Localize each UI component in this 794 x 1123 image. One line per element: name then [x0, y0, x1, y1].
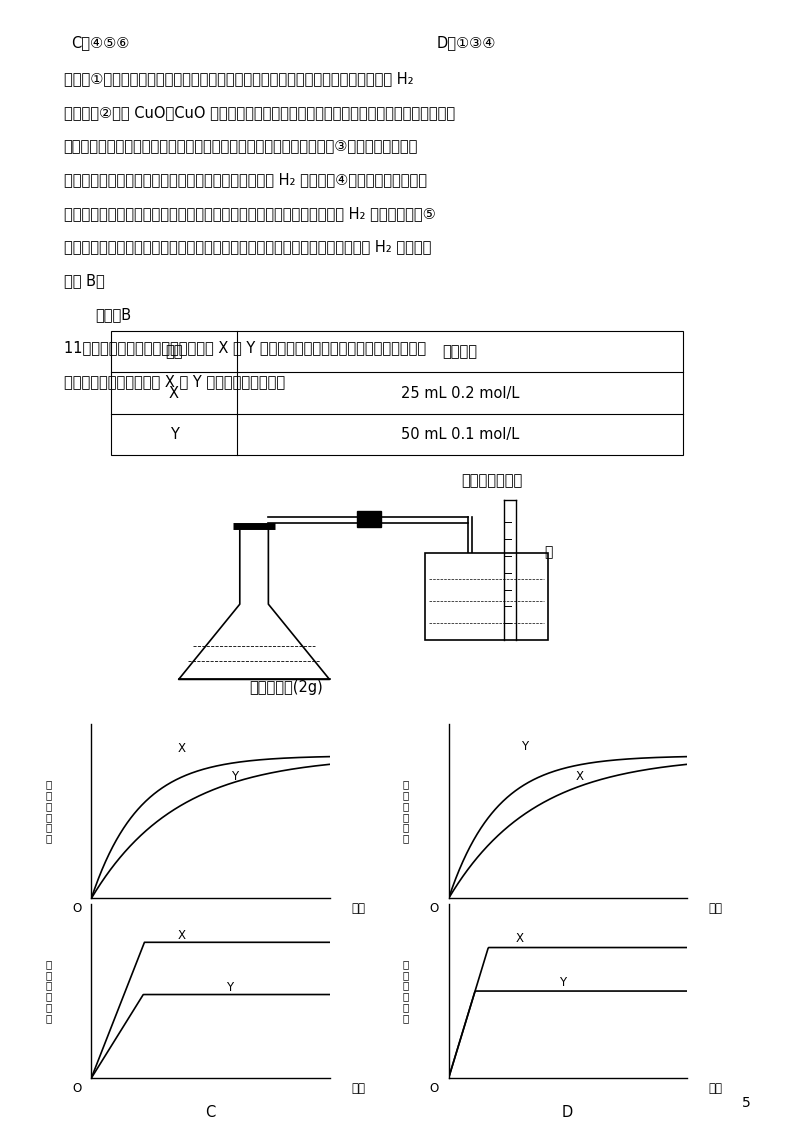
Text: 时间: 时间	[351, 1083, 365, 1095]
Text: Y: Y	[226, 982, 233, 994]
Text: 加入浓盐酸，氢离子浓度增大，反应速率加快，不影响锡粉的量，即不影响产生 H₂ 的总量，: 加入浓盐酸，氢离子浓度增大，反应速率加快，不影响锡粉的量，即不影响产生 H₂ 的…	[64, 239, 431, 255]
Text: C．④⑤⑥: C．④⑤⑥	[71, 35, 130, 51]
Text: D: D	[562, 1105, 573, 1121]
Text: 实验: 实验	[165, 345, 183, 359]
Text: O: O	[430, 903, 439, 915]
Text: O: O	[72, 1083, 82, 1095]
Text: 11．用下图所示的实验装置进行实验 X 及 Y 时，每隔半分钟分别测定放出气体的体积。: 11．用下图所示的实验装置进行实验 X 及 Y 时，每隔半分钟分别测定放出气体的…	[64, 340, 426, 356]
Text: 池，反应速率加快，锡反应完全后，铁也可以与盐酸反应生成氢气，产生 H₂ 的总量增加；⑤: 池，反应速率加快，锡反应完全后，铁也可以与盐酸反应生成氢气，产生 H₂ 的总量增…	[64, 206, 435, 221]
Text: O: O	[430, 1083, 439, 1095]
Text: 时间: 时间	[708, 1083, 723, 1095]
Text: 放
出
气
体
体
积: 放 出 气 体 体 积	[403, 959, 409, 1023]
Text: Y: Y	[560, 976, 566, 989]
Bar	[425, 553, 548, 640]
Text: X: X	[169, 385, 179, 401]
Text: 放
出
气
体
体
积: 放 出 气 体 体 积	[403, 779, 409, 843]
Bar	[357, 511, 381, 527]
Text: 加快反应速率，但与盐酸反应的锡的量减少，故生成氢气的总量减少；③加入铜粉，构成原: 加快反应速率，但与盐酸反应的锡的量减少，故生成氢气的总量减少；③加入铜粉，构成原	[64, 138, 418, 154]
Text: X: X	[178, 929, 186, 942]
Text: D．①③④: D．①③④	[437, 35, 496, 51]
Text: 解析：①加入石墨粉，构成原电池，反应速率加快，不影响锡粉的量，即不影响产生 H₂: 解析：①加入石墨粉，构成原电池，反应速率加快，不影响锡粉的量，即不影响产生 H₂	[64, 71, 413, 86]
Text: B: B	[563, 925, 572, 941]
Text: 50 mL 0.1 mol/L: 50 mL 0.1 mol/L	[401, 427, 519, 441]
Text: A: A	[206, 925, 215, 941]
Text: Y: Y	[522, 740, 528, 754]
Text: X: X	[178, 742, 186, 755]
Text: 盐酸　镌带(2g): 盐酸 镌带(2g)	[249, 679, 322, 695]
Text: X: X	[516, 932, 524, 946]
Text: 下列选项中正确表示实验 X 及 Y 的结果的是（　　）: 下列选项中正确表示实验 X 及 Y 的结果的是（ ）	[64, 374, 284, 390]
Text: 故选 B。: 故选 B。	[64, 273, 104, 289]
Text: O: O	[72, 903, 82, 915]
Text: 5: 5	[742, 1096, 751, 1110]
Text: Y: Y	[170, 427, 179, 441]
Text: 水: 水	[544, 546, 553, 559]
Text: C: C	[206, 1105, 215, 1121]
Text: 电池，反应速率加快，不影响锡粉的量，即不影响产生 H₂ 的总量；④加入铁粉，构成原电: 电池，反应速率加快，不影响锡粉的量，即不影响产生 H₂ 的总量；④加入铁粉，构成…	[64, 172, 426, 188]
Text: 放
出
气
体
体
积: 放 出 气 体 体 积	[45, 779, 52, 843]
Text: Y: Y	[231, 770, 237, 783]
Text: 的总量；②加入 CuO，CuO 与盐酸反应生成氯化铜，氯化铜与锡反应生成铜，形成原电池，: 的总量；②加入 CuO，CuO 与盐酸反应生成氯化铜，氯化铜与锡反应生成铜，形成…	[64, 104, 455, 120]
Text: 25 mL 0.2 mol/L: 25 mL 0.2 mol/L	[401, 385, 519, 401]
Text: 带有刻度的试管: 带有刻度的试管	[461, 473, 523, 489]
Bar	[111, 331, 683, 455]
Text: 放
出
气
体
体
积: 放 出 气 体 体 积	[45, 959, 52, 1023]
Text: 时间: 时间	[351, 903, 365, 915]
Text: X: X	[576, 770, 584, 783]
Text: 答案：B: 答案：B	[95, 307, 131, 322]
Text: 时间: 时间	[708, 903, 723, 915]
Text: 所用盐酸: 所用盐酸	[442, 345, 477, 359]
